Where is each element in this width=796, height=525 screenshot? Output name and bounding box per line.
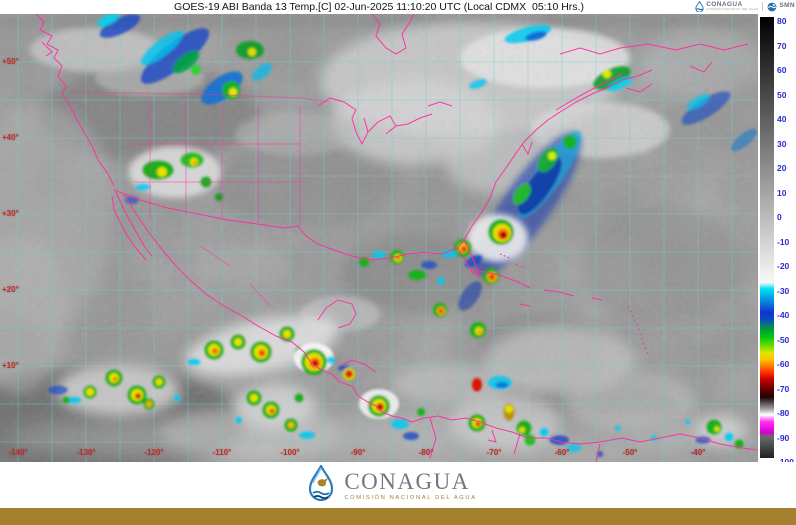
lon-label: -80° (418, 448, 434, 457)
colorbar-tick: -10 (777, 236, 790, 247)
conagua-wordmark: CONAGUA (344, 468, 470, 494)
colorbar-tick: 50 (777, 89, 787, 100)
lat-label: +20° (2, 285, 19, 294)
colorbar-tick: -80 (777, 408, 790, 418)
colorbar-tick: -40 (777, 310, 790, 320)
temperature-colorbar (760, 17, 774, 458)
lat-label: +10° (2, 361, 19, 370)
smn-icon (767, 2, 777, 11)
colorbar-tick: 10 (777, 187, 787, 198)
colorbar-tick: -50 (777, 334, 790, 345)
colorbar-tick: 20 (777, 163, 787, 173)
lon-label: -90° (350, 448, 366, 457)
coastlines (35, 14, 758, 462)
footer: CONAGUA COMISIÓN NACIONAL DEL AGUA (0, 462, 796, 508)
satellite-imagery (0, 14, 758, 462)
colorbar-tick: -60 (777, 359, 790, 369)
colorbar-tick: 0 (777, 212, 782, 222)
lon-label: -50° (622, 448, 638, 457)
lon-label: -100° (280, 448, 300, 457)
colorbar-tick: -70 (777, 383, 790, 394)
conagua-mini-subtitle: COMISIÓN NACIONAL DEL AGUA (706, 7, 759, 12)
conagua-logo: CONAGUA COMISIÓN NACIONAL DEL AGUA (307, 465, 476, 505)
conagua-mini-label: CONAGUA (706, 0, 743, 8)
colorbar-tick: -90 (777, 432, 790, 443)
colorbar-tick: -20 (777, 261, 790, 271)
title-bar: GOES-19 ABI Banda 13 Temp.[C] 02-Jun-202… (0, 0, 758, 14)
lon-label: -60° (554, 448, 570, 457)
colorbar-tick: 80 (777, 16, 787, 26)
lat-label: +30° (2, 209, 19, 218)
colorbar-tick: 70 (777, 40, 787, 51)
colorbar-tick: 40 (777, 114, 787, 124)
logo-divider (762, 2, 764, 11)
header-logos: CONAGUA COMISIÓN NACIONAL DEL AGUA SMN (695, 0, 795, 13)
lon-label: -70° (486, 448, 502, 457)
conagua-subtitle: COMISIÓN NACIONAL DEL AGUA (344, 494, 477, 501)
colorbar-tick: -30 (777, 285, 790, 296)
lon-label: -110° (212, 448, 232, 457)
bottom-gold-bar (0, 508, 796, 525)
lon-label: -130° (76, 448, 96, 457)
smn-mini-logo: SMN (767, 2, 795, 12)
colorbar-tick: 60 (777, 65, 787, 75)
lon-label: -40° (690, 448, 706, 457)
conagua-drop-icon (695, 1, 704, 12)
colorbar-tick-labels: 80 70 60 50 40 30 20 10 0 -10 -20 -30 -40 -50 -60 -70 -8… (777, 16, 796, 466)
satellite-map: +50° +40° +30° +20° +10° -140° -130° -120° -110… (0, 14, 758, 462)
conagua-drop-icon (309, 465, 334, 502)
lon-label: -140° (8, 448, 28, 457)
lat-label: +50° (2, 57, 19, 66)
lat-label: +40° (2, 133, 19, 142)
colorbar-tick: 30 (777, 138, 787, 149)
smn-mini-label: SMN (779, 2, 795, 10)
lon-label: -120° (144, 448, 164, 457)
conagua-mini-logo: CONAGUA COMISIÓN NACIONAL DEL AGUA (695, 1, 758, 12)
image-title: GOES-19 ABI Banda 13 Temp.[C] 02-Jun-202… (174, 1, 584, 13)
storm-cells (48, 146, 746, 457)
